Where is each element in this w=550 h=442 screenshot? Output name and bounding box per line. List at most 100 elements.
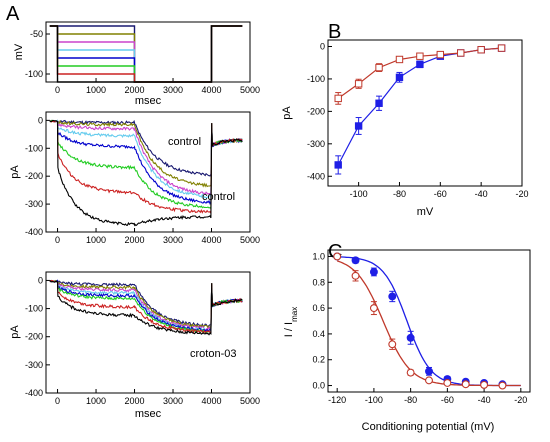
x-tick-label: 5000	[240, 235, 260, 245]
data-point	[388, 340, 397, 349]
y-tick-label: -400	[25, 227, 43, 237]
x-tick-label: 0	[55, 396, 60, 406]
plot-frame	[45, 21, 251, 83]
data-point	[375, 99, 383, 107]
x-axis-label: msec	[135, 408, 162, 420]
x-tick-label: -80	[393, 189, 406, 199]
data-point	[395, 55, 404, 64]
data-point	[457, 49, 465, 57]
data-point	[480, 380, 489, 389]
x-tick-label: 2000	[125, 85, 145, 95]
y-tick-label: 0.8	[312, 277, 325, 287]
data-point	[354, 122, 363, 130]
y-tick-label: -50	[30, 29, 43, 39]
plot-frame	[45, 111, 251, 233]
control-annotation: control	[168, 136, 201, 148]
y-tick-label: 1.0	[312, 251, 325, 261]
current-trace	[49, 119, 243, 177]
x-tick-label: 1000	[86, 85, 106, 95]
data-point	[406, 368, 415, 377]
data-point	[436, 50, 445, 59]
x-tick-label: 4000	[201, 85, 221, 95]
x-tick-label: 2000	[125, 235, 145, 245]
data-point	[351, 271, 360, 280]
current-trace	[49, 119, 243, 211]
y-tick-label: -100	[25, 69, 43, 79]
current-trace	[49, 119, 243, 199]
data-point	[369, 304, 378, 313]
y-tick-label: -100	[25, 304, 43, 314]
x-tick-label: -40	[475, 189, 488, 199]
x-tick-label: 4000	[201, 235, 221, 245]
y-tick-label: 0	[320, 41, 325, 51]
x-tick-label: 3000	[163, 235, 183, 245]
y-axis-label: pA	[281, 106, 293, 120]
data-point	[425, 367, 433, 376]
data-point	[416, 52, 424, 60]
boltzmann-fit-line	[336, 260, 521, 387]
x-tick-label: -20	[515, 189, 528, 199]
data-point	[498, 381, 507, 390]
current-trace	[49, 120, 243, 215]
data-point	[354, 80, 363, 88]
protocol-step-trace	[49, 25, 243, 83]
y-axis-label-subscript: max	[290, 307, 299, 322]
x-axis-label: mV	[417, 206, 434, 218]
boltzmann-fit-line	[337, 256, 521, 387]
control-annotation: control	[202, 191, 235, 203]
current-trace	[49, 279, 243, 334]
current-trace	[49, 280, 243, 336]
current-trace	[49, 119, 243, 188]
x-tick-label: 0	[55, 235, 60, 245]
data-point	[477, 46, 485, 54]
x-tick-label: 2000	[125, 396, 145, 406]
y-tick-label: -400	[25, 388, 43, 398]
croton-current-chart: 0 1000 2000 3000 4000 5000 0 -100 -200 -300 -400 ms…	[9, 271, 260, 420]
y-axis-label: mV	[13, 43, 25, 60]
y-tick-label: -200	[25, 171, 43, 181]
x-tick-label: -60	[434, 189, 447, 199]
y-tick-label: 0.2	[312, 355, 325, 365]
x-tick-label: -20	[514, 395, 527, 405]
y-tick-label: -300	[25, 199, 43, 209]
current-trace	[49, 280, 243, 334]
y-tick-label: 0.4	[312, 329, 325, 339]
data-point	[443, 379, 452, 387]
current-trace	[49, 119, 243, 196]
x-tick-label: -100	[350, 189, 368, 199]
x-tick-label: -60	[441, 395, 454, 405]
y-tick-label: -300	[307, 139, 325, 149]
croton-annotation: croton-03	[190, 348, 236, 360]
y-axis-label: pA	[9, 325, 21, 339]
panel-label-a: A	[6, 3, 20, 25]
control-current-chart: 0 1000 2000 3000 4000 5000 0 -100 -200 -300 -400 pA…	[9, 111, 260, 245]
x-tick-label: -100	[365, 395, 383, 405]
y-tick-label: -200	[307, 106, 325, 116]
y-tick-label: 0	[38, 275, 43, 285]
x-tick-label: 5000	[240, 396, 260, 406]
x-tick-label: 5000	[240, 85, 260, 95]
y-tick-label: -200	[25, 332, 43, 342]
inactivation-curve-chart: -120 -100 -80 -60 -40 -20 0.0 0.2 0.4 0.6 0.8 1.0 Co…	[283, 249, 531, 433]
y-tick-label: -100	[25, 143, 43, 153]
y-tick-label: -400	[307, 171, 325, 181]
data-point	[461, 380, 470, 389]
data-point	[388, 292, 397, 301]
current-trace	[49, 279, 243, 332]
data-point	[425, 376, 433, 385]
x-tick-label: 1000	[86, 235, 106, 245]
current-trace	[49, 279, 243, 332]
data-point	[497, 44, 506, 52]
voltage-protocol-chart: 0 1000 2000 3000 4000 5000 -50 -100 msec mV	[13, 21, 260, 107]
x-axis-label: msec	[135, 95, 162, 107]
y-tick-label: -100	[307, 74, 325, 84]
data-point	[416, 60, 424, 69]
panel-label-b: B	[328, 21, 341, 43]
y-tick-label: -300	[25, 360, 43, 370]
y-tick-label: 0	[38, 115, 43, 125]
x-tick-label: -120	[328, 395, 346, 405]
data-point	[395, 73, 404, 82]
x-tick-label: -80	[404, 395, 417, 405]
